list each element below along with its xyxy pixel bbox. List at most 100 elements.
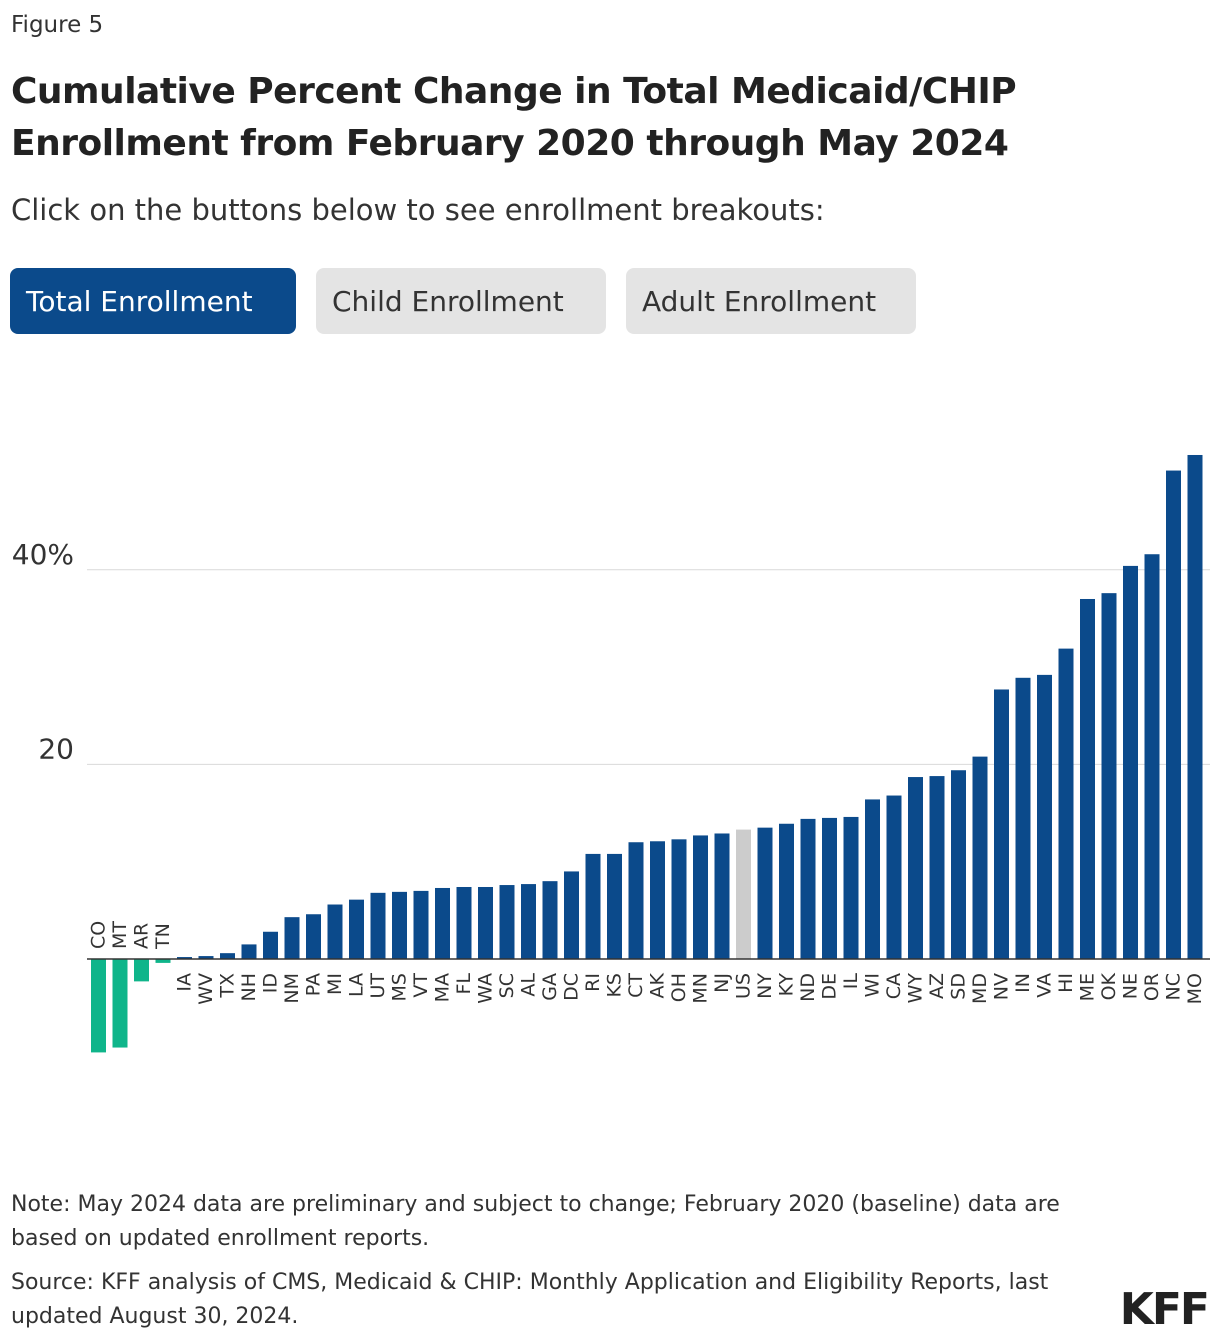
- bar-ut[interactable]: [370, 892, 386, 959]
- x-tick-label: CO: [88, 921, 110, 949]
- bar-tn[interactable]: [155, 959, 171, 963]
- bar-dc[interactable]: [564, 871, 579, 959]
- chart-subtitle: Click on the buttons below to see enroll…: [11, 193, 825, 227]
- bar-oh[interactable]: [671, 839, 687, 959]
- bar-mo[interactable]: [1187, 454, 1203, 959]
- bar-al[interactable]: [521, 884, 536, 959]
- bar-nd[interactable]: [800, 818, 816, 959]
- bar-az[interactable]: [929, 776, 945, 959]
- x-tick-label: ND: [797, 973, 819, 1002]
- tab-child-enrollment[interactable]: Child Enrollment: [316, 268, 606, 334]
- bar-ny[interactable]: [757, 827, 773, 959]
- bar-de[interactable]: [822, 817, 837, 959]
- x-tick-label: TN: [152, 923, 174, 950]
- bar-ak[interactable]: [650, 841, 665, 959]
- x-tick-label: AK: [647, 972, 669, 998]
- bar-vt[interactable]: [413, 890, 429, 959]
- x-tick-label: SD: [948, 973, 970, 1000]
- x-tick-label: TX: [217, 973, 239, 999]
- x-tick-label: PA: [303, 973, 325, 996]
- bar-la[interactable]: [349, 899, 364, 959]
- x-tick-label: LA: [346, 973, 368, 997]
- chart-title: Cumulative Percent Change in Total Medic…: [11, 71, 1017, 164]
- bar-us[interactable]: [736, 829, 751, 959]
- x-tick-label: DC: [561, 973, 583, 1001]
- bar-nh[interactable]: [241, 944, 257, 959]
- bar-wv[interactable]: [198, 956, 214, 959]
- bar-ri[interactable]: [585, 853, 601, 959]
- bar-in[interactable]: [1015, 677, 1031, 959]
- bar-sc[interactable]: [499, 885, 515, 959]
- bar-pa[interactable]: [306, 914, 321, 959]
- bar-ky[interactable]: [779, 823, 794, 959]
- bar-id[interactable]: [263, 931, 278, 959]
- bar-md[interactable]: [972, 756, 988, 959]
- figure-label: Figure 5: [11, 12, 104, 38]
- x-tick-label: ME: [1077, 973, 1099, 1001]
- bar-ca[interactable]: [886, 795, 902, 959]
- bar-va[interactable]: [1037, 674, 1052, 959]
- bar-wi[interactable]: [865, 799, 880, 959]
- x-tick-label: ID: [260, 973, 282, 993]
- x-tick-label: GA: [539, 973, 561, 1001]
- bar-nm[interactable]: [284, 917, 300, 959]
- bar-sd[interactable]: [951, 770, 966, 959]
- x-tick-label: MO: [1184, 973, 1206, 1004]
- x-tick-label: DE: [819, 973, 841, 1000]
- tab-total-enrollment[interactable]: Total Enrollment: [10, 268, 296, 334]
- chart-note: Note: May 2024 data are preliminary and …: [11, 1192, 1060, 1251]
- x-tick-label: NY: [754, 973, 776, 999]
- bar-hi[interactable]: [1058, 648, 1074, 959]
- x-tick-label: VA: [1034, 973, 1056, 998]
- x-tick-label: MT: [109, 921, 131, 949]
- bar-ma[interactable]: [435, 887, 450, 959]
- bar-ct[interactable]: [628, 842, 644, 959]
- bar-wa[interactable]: [478, 886, 493, 959]
- x-tick-label: NJ: [711, 973, 733, 993]
- bar-mi[interactable]: [327, 904, 343, 959]
- bar-ne[interactable]: [1123, 565, 1138, 959]
- bar-ar[interactable]: [134, 959, 149, 982]
- x-tick-label: IA: [174, 973, 196, 992]
- bar-co[interactable]: [91, 959, 106, 1053]
- x-tick-label: CA: [883, 973, 905, 999]
- x-tick-label: MS: [389, 973, 411, 1001]
- bar-mt[interactable]: [112, 959, 128, 1048]
- x-tick-label: NC: [1163, 973, 1185, 1000]
- kff-logo: KFF: [1119, 1284, 1210, 1335]
- x-tick-label: NH: [238, 973, 260, 1002]
- bar-ks[interactable]: [607, 853, 622, 959]
- x-tick-label: SC: [496, 973, 518, 998]
- x-tick-label: OR: [1141, 973, 1163, 1001]
- tab-adult-enrollment[interactable]: Adult Enrollment: [626, 268, 916, 334]
- x-tick-label: MA: [432, 973, 454, 1002]
- bar-ms[interactable]: [392, 891, 407, 959]
- bar-ga[interactable]: [542, 881, 558, 959]
- x-tick-label: KY: [776, 973, 798, 997]
- x-tick-label: MI: [324, 973, 346, 995]
- x-tick-label: AR: [131, 923, 153, 949]
- x-tick-label: FL: [453, 973, 475, 995]
- bar-ok[interactable]: [1101, 593, 1117, 959]
- x-tick-label: NM: [281, 973, 303, 1004]
- bar-nc[interactable]: [1166, 470, 1181, 959]
- y-tick-label: 40%: [12, 538, 74, 571]
- y-tick-label: 20: [38, 732, 74, 765]
- bar-wy[interactable]: [908, 777, 923, 959]
- bar-il[interactable]: [843, 816, 859, 959]
- bar-ia[interactable]: [177, 957, 192, 959]
- x-tick-label: NE: [1120, 973, 1142, 999]
- bar-tx[interactable]: [220, 953, 235, 959]
- x-tick-label: CT: [625, 973, 647, 998]
- bar-nv[interactable]: [994, 689, 1009, 959]
- bar-fl[interactable]: [456, 886, 472, 959]
- x-tick-label: HI: [1055, 973, 1077, 993]
- x-tick-label: OH: [668, 973, 690, 1002]
- enrollment-tabs: Total Enrollment Child Enrollment Adult …: [10, 268, 916, 334]
- bar-nj[interactable]: [714, 833, 730, 959]
- x-tick-label: VT: [410, 973, 432, 998]
- bar-or[interactable]: [1144, 554, 1160, 959]
- x-tick-label: AL: [518, 973, 540, 997]
- bar-me[interactable]: [1080, 598, 1095, 959]
- bar-mn[interactable]: [693, 835, 708, 959]
